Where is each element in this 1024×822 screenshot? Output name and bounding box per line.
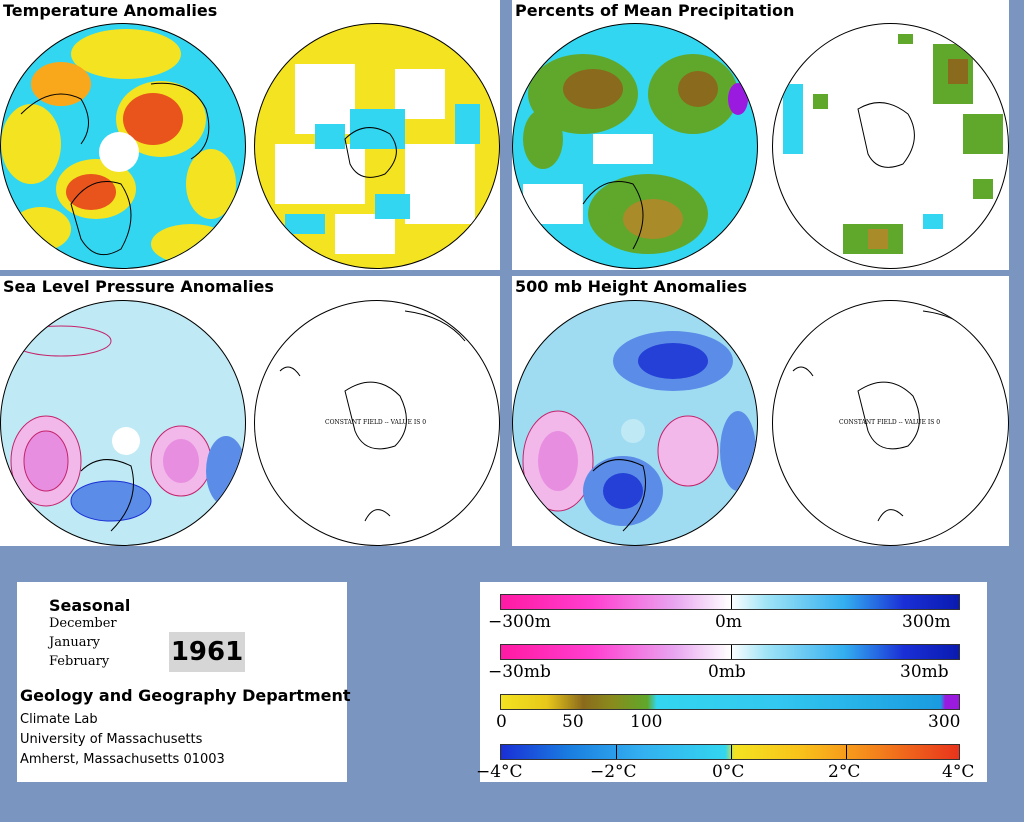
height-label-max: 300m xyxy=(902,612,951,632)
precip-label-50: 50 xyxy=(562,712,584,732)
department-name: Geology and Geography Department xyxy=(20,686,351,705)
address-line-1: Climate Lab xyxy=(20,712,98,727)
temperature-label-0: 0°C xyxy=(712,762,745,782)
height500-title: 500 mb Height Anomalies xyxy=(512,276,751,298)
precip-label-100: 100 xyxy=(630,712,663,732)
month-2: January xyxy=(49,635,101,650)
precip-label-300: 300 xyxy=(928,712,961,732)
height-label-min: −300m xyxy=(488,612,551,632)
slp-south-map xyxy=(279,310,466,522)
height500-north-map xyxy=(522,331,756,532)
temperature-label-2: 2°C xyxy=(828,762,861,782)
slp-north-map xyxy=(10,325,245,532)
precipitation-title: Percents of Mean Precipitation xyxy=(512,0,798,22)
height500-panel: 500 mb Height Anomalies CONSTANT FIELD -… xyxy=(512,276,1009,546)
temperature-south-map xyxy=(275,64,480,254)
height500-south-map xyxy=(792,310,979,522)
pressure-color-bar xyxy=(500,644,960,660)
info-box: Seasonal December January February 1961 … xyxy=(17,582,351,782)
precipitation-north-globe xyxy=(512,23,758,269)
pressure-label-max: 30mb xyxy=(900,662,949,682)
address-line-2: University of Massachusetts xyxy=(20,732,203,747)
slp-title: Sea Level Pressure Anomalies xyxy=(0,276,277,298)
temperature-panel: Temperature Anomalies xyxy=(0,0,500,270)
slp-constant-field-label: CONSTANT FIELD -- VALUE IS 0 xyxy=(325,419,427,426)
temperature-label-minus2: −2°C xyxy=(590,762,637,782)
precipitation-south-map xyxy=(783,34,1003,254)
slp-panel: Sea Level Pressure Anomalies CONSTANT FI… xyxy=(0,276,500,546)
pressure-label-mid: 0mb xyxy=(708,662,746,682)
temperature-color-bar xyxy=(500,744,960,760)
temperature-title: Temperature Anomalies xyxy=(0,0,221,22)
height-color-bar xyxy=(500,594,960,610)
temperature-south-globe xyxy=(254,23,500,269)
temperature-label-minus4: −4°C xyxy=(476,762,523,782)
precip-color-bar xyxy=(500,694,960,710)
precipitation-north-map xyxy=(523,54,748,254)
height-label-mid: 0m xyxy=(715,612,742,632)
height500-constant-field-label: CONSTANT FIELD -- VALUE IS 0 xyxy=(839,419,941,426)
precipitation-panel: Percents of Mean Precipitation xyxy=(512,0,1009,270)
precip-label-0: 0 xyxy=(496,712,507,732)
month-1: December xyxy=(49,616,117,631)
precipitation-south-globe xyxy=(772,23,1009,269)
slp-south-globe: CONSTANT FIELD -- VALUE IS 0 xyxy=(254,300,500,546)
slp-north-globe xyxy=(0,300,246,546)
legend-box: −300m 0m 300m −30mb 0mb 30mb 0 50 100 30… xyxy=(476,582,987,782)
height500-north-globe xyxy=(512,300,758,546)
address-line-3: Amherst, Massachusetts 01003 xyxy=(20,752,225,767)
height500-south-globe: CONSTANT FIELD -- VALUE IS 0 xyxy=(772,300,1009,546)
pressure-label-min: −30mb xyxy=(488,662,551,682)
temperature-north-map xyxy=(1,29,236,264)
month-3: February xyxy=(49,654,110,669)
year-label: 1961 xyxy=(169,632,245,672)
period-label: Seasonal xyxy=(49,596,131,615)
temperature-label-4: 4°C xyxy=(942,762,975,782)
temperature-north-globe xyxy=(0,23,246,269)
